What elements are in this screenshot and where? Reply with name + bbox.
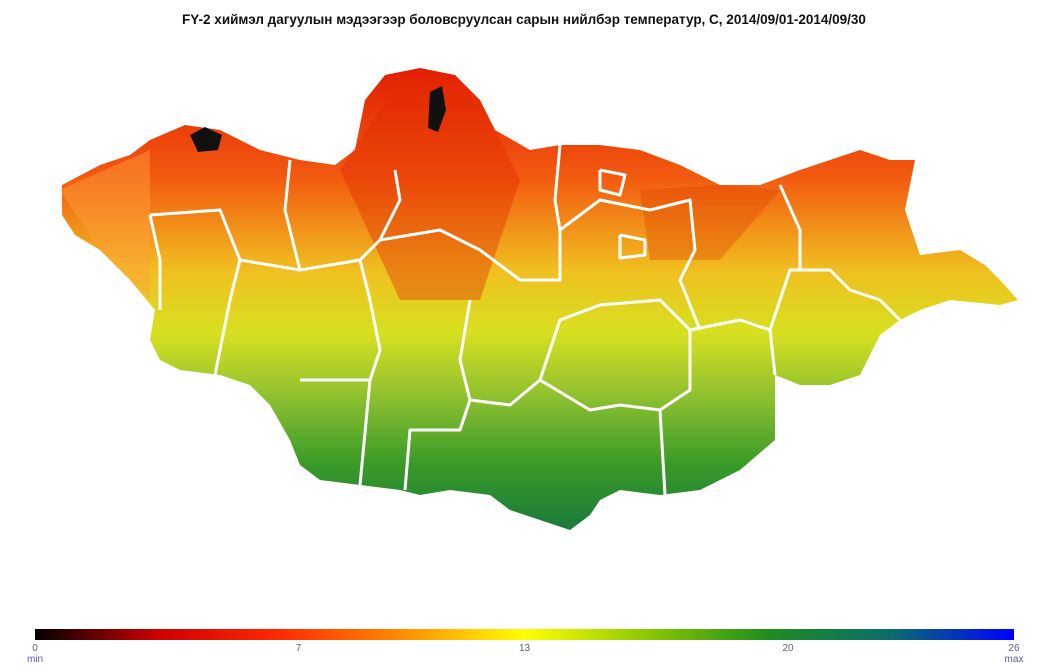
colorbar-ticks: 0 7 13 20 26 <box>32 643 1020 654</box>
colorbar-max-label: max <box>1005 654 1024 665</box>
colorbar-tick-label: 13 <box>519 643 531 654</box>
colorbar <box>35 629 1014 640</box>
cold-patch <box>190 127 222 152</box>
province-borders <box>148 144 902 496</box>
warm-zone <box>340 80 520 300</box>
warm-zone <box>60 150 150 300</box>
colorbar-tick-label: 7 <box>296 643 302 654</box>
map-title: FY-2 хиймэл дагуулын мэдээгээр боловсруу… <box>182 12 866 27</box>
cold-patch <box>428 86 446 132</box>
colorbar-min-label: min <box>27 654 43 665</box>
colorbar-tick-label: 20 <box>783 643 795 654</box>
mongolia-map <box>60 68 1018 530</box>
colorbar-tick-label: 26 <box>1008 643 1020 654</box>
country-shape <box>62 68 1018 530</box>
colorbar-tick-label: 0 <box>32 643 38 654</box>
